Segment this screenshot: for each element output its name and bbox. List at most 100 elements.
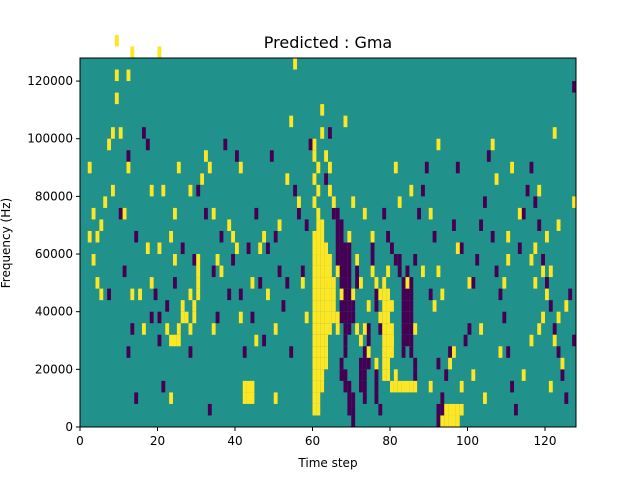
heatmap-cell-high [304, 311, 309, 324]
heatmap-cell-high [386, 346, 390, 358]
heatmap-cell-high [99, 288, 104, 301]
heatmap-cell-low [386, 230, 390, 243]
x-tick-label: 0 [76, 434, 84, 448]
heatmap-cell-low [359, 369, 363, 381]
heatmap-cell-high [506, 230, 511, 243]
heatmap-cell-low [362, 346, 367, 358]
heatmap-cell-low [266, 242, 270, 255]
heatmap-cell-high [421, 265, 425, 278]
heatmap-cell-high [169, 392, 173, 404]
heatmap-cell-high [545, 230, 549, 243]
heatmap-cell-high [250, 392, 255, 404]
heatmap-cell-low [409, 288, 414, 301]
x-tick-label: 80 [382, 434, 397, 448]
heatmap-cell-high [452, 415, 456, 427]
heatmap-cell-high [169, 334, 173, 347]
heatmap-cell-high [316, 300, 321, 312]
heatmap-cell-low [165, 300, 170, 312]
heatmap-cell-high [355, 323, 359, 335]
heatmap-cell-high [312, 288, 317, 301]
heatmap-cell-low [273, 230, 278, 243]
heatmap-cell-low [343, 380, 348, 393]
heatmap-cell-high [320, 346, 325, 358]
heatmap-cell-low [517, 242, 522, 255]
heatmap-cell-high [390, 323, 394, 335]
heatmap-cell-low [498, 288, 503, 301]
heatmap-cell-high [95, 230, 100, 243]
y-tick-label: 80000 [35, 189, 73, 203]
heatmap-cell-high [320, 311, 325, 324]
heatmap-cell-low [514, 403, 518, 416]
heatmap-cell-low [475, 254, 480, 266]
heatmap-cell-low [405, 311, 410, 324]
heatmap-cell-high [273, 392, 278, 404]
heatmap-cell-low [436, 403, 441, 416]
heatmap-cell-high [235, 242, 239, 255]
heatmap-cell-high [157, 46, 162, 58]
heatmap-cell-high [370, 230, 375, 243]
heatmap-cell-high [413, 323, 418, 335]
heatmap-cell-high [250, 380, 255, 393]
heatmap-cell-high [316, 380, 321, 393]
heatmap-cell-low [277, 265, 282, 278]
heatmap-cell-low [529, 161, 534, 174]
heatmap-cell-high [200, 173, 204, 185]
heatmap-cell-high [312, 403, 317, 416]
heatmap-cell-high [382, 300, 387, 312]
heatmap-cell-high [293, 58, 297, 70]
x-tick-label: 40 [227, 434, 242, 448]
heatmap-cell-low [366, 334, 371, 347]
heatmap-cell-low [343, 311, 348, 324]
heatmap-cell-low [390, 242, 394, 255]
heatmap-cell-high [312, 265, 317, 278]
heatmap-cell-high [316, 242, 321, 255]
y-tick-label: 60000 [35, 247, 73, 261]
heatmap-cell-high [320, 230, 325, 243]
heatmap-cell-high [316, 311, 321, 324]
heatmap-cell-high [428, 207, 433, 220]
heatmap-cell-low [436, 357, 441, 370]
heatmap-cell-high [382, 323, 387, 335]
heatmap-cell-low [343, 334, 348, 347]
heatmap-cell-high [483, 392, 487, 404]
heatmap-cell-low [444, 369, 449, 381]
heatmap-cell-low [378, 403, 383, 416]
heatmap-cell-low [479, 219, 483, 231]
heatmap-cell-high [300, 277, 305, 289]
heatmap-cell-high [448, 415, 452, 427]
heatmap-cell-low [339, 219, 344, 231]
heatmap-cell-high [490, 138, 495, 151]
heatmap-cell-high [378, 288, 383, 301]
heatmap-cell-low [362, 380, 367, 393]
heatmap-cell-low [339, 277, 344, 289]
heatmap-cell-high [413, 380, 418, 393]
heatmap-cell-high [502, 277, 507, 289]
axes: 0 20 40 60 80 100 120 0 20000 40000 60000 80000 1000… [27, 57, 577, 448]
heatmap-cell-low [424, 161, 429, 174]
heatmap-cell-high [273, 323, 278, 335]
heatmap-cell-high [103, 196, 108, 208]
heatmap-cell-high [196, 265, 201, 278]
heatmap-cell-high [324, 242, 328, 255]
heatmap-cell-high [533, 277, 538, 289]
heatmap-cell-low [250, 311, 255, 324]
heatmap-cell-high [242, 392, 247, 404]
heatmap-cell-low [254, 207, 259, 220]
heatmap-cell-high [452, 403, 456, 416]
heatmap-cell-low [490, 230, 495, 243]
heatmap-cell-high [188, 323, 193, 335]
heatmap-cell-high [409, 380, 414, 393]
heatmap-cell-low [351, 403, 356, 416]
heatmap-cell-high [328, 161, 332, 174]
heatmap-cell-low [219, 230, 224, 243]
x-axis-label: Time step [297, 456, 357, 470]
heatmap-cell-low [409, 300, 414, 312]
heatmap-cell-high [324, 265, 328, 278]
heatmap-cell-high [324, 357, 328, 370]
heatmap-cell-high [541, 311, 545, 324]
heatmap-cell-high [548, 265, 553, 278]
heatmap-cell-high [324, 150, 328, 162]
heatmap-cell-high [328, 277, 332, 289]
heatmap-cell-high [328, 300, 332, 312]
heatmap-cell-high [312, 242, 317, 255]
